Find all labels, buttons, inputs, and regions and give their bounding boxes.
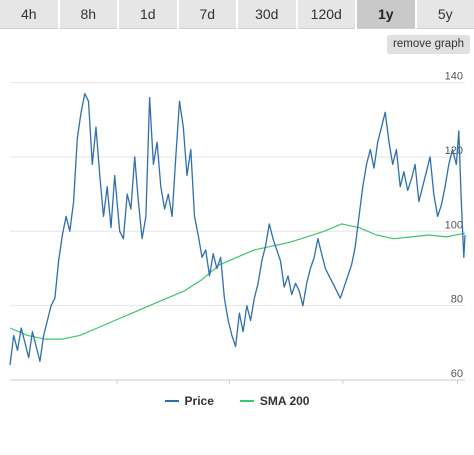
y-tick-label-120: 120 bbox=[445, 145, 463, 157]
y-tick-label-100: 100 bbox=[445, 219, 463, 231]
legend-swatch-sma bbox=[239, 400, 254, 402]
timeframe-tabbar: 4h 8h 1d 7d 30d 120d 1y 5y bbox=[0, 0, 474, 30]
tab-120d[interactable]: 120d bbox=[297, 0, 355, 29]
legend-label-price: Price bbox=[184, 394, 214, 408]
tab-30d[interactable]: 30d bbox=[238, 0, 296, 29]
price-chart: 6080100120140Jan '25Apr '25Jul '25Oct '2… bbox=[9, 71, 466, 384]
y-tick-label-140: 140 bbox=[445, 71, 463, 83]
y-tick-label-60: 60 bbox=[451, 368, 463, 380]
price-series-line bbox=[9, 93, 466, 366]
tab-8h[interactable]: 8h bbox=[59, 0, 117, 29]
legend-label-sma: SMA 200 bbox=[259, 394, 310, 408]
tab-1d[interactable]: 1d bbox=[119, 0, 177, 29]
legend-item-sma[interactable]: SMA 200 bbox=[239, 394, 310, 408]
legend-item-price[interactable]: Price bbox=[164, 394, 214, 408]
legend-swatch-price bbox=[164, 400, 179, 402]
remove-graph-button[interactable]: remove graph bbox=[387, 35, 470, 54]
tab-5y[interactable]: 5y bbox=[416, 0, 474, 29]
tab-7d[interactable]: 7d bbox=[178, 0, 236, 29]
tab-1y[interactable]: 1y bbox=[357, 0, 415, 29]
y-tick-label-80: 80 bbox=[451, 294, 463, 306]
sma200-series-line bbox=[9, 223, 466, 340]
tab-4h[interactable]: 4h bbox=[0, 0, 58, 29]
chart-legend: Price SMA 200 bbox=[0, 390, 474, 412]
